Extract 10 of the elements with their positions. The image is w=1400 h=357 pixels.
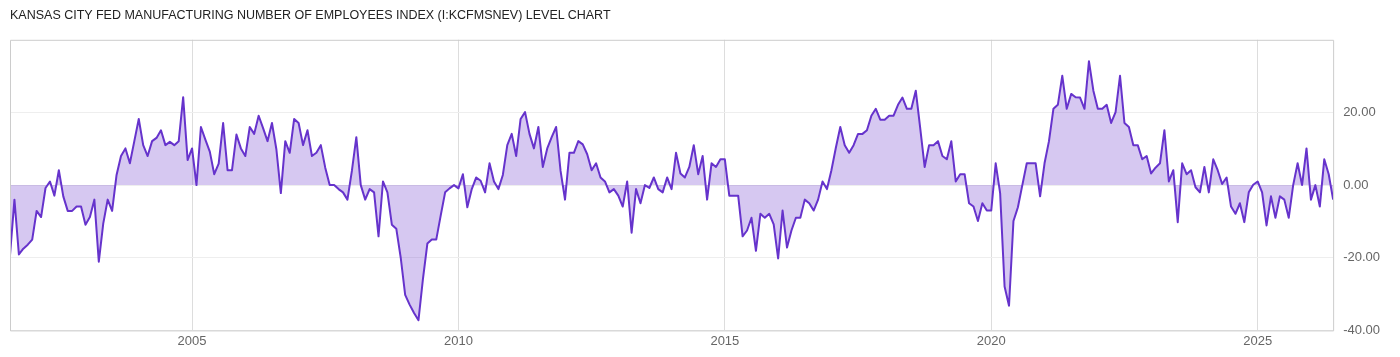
- y-tick-label: -40.00: [1343, 321, 1381, 337]
- y-tick-label: 20.00: [1343, 104, 1376, 120]
- x-tick-label: 2015: [710, 332, 740, 348]
- chart-title: KANSAS CITY FED MANUFACTURING NUMBER OF EMPLOYEES INDEX (I:KCFMSNEV) LEVEL CHART: [10, 8, 611, 22]
- x-tick-label: 2010: [443, 332, 473, 348]
- x-tick-label: 2005: [177, 332, 207, 348]
- x-tick-label: 2020: [976, 332, 1006, 348]
- x-tick-label: 2025: [1243, 332, 1273, 348]
- y-tick-label: -20.00: [1343, 249, 1381, 265]
- y-tick-label: 0.00: [1343, 176, 1369, 192]
